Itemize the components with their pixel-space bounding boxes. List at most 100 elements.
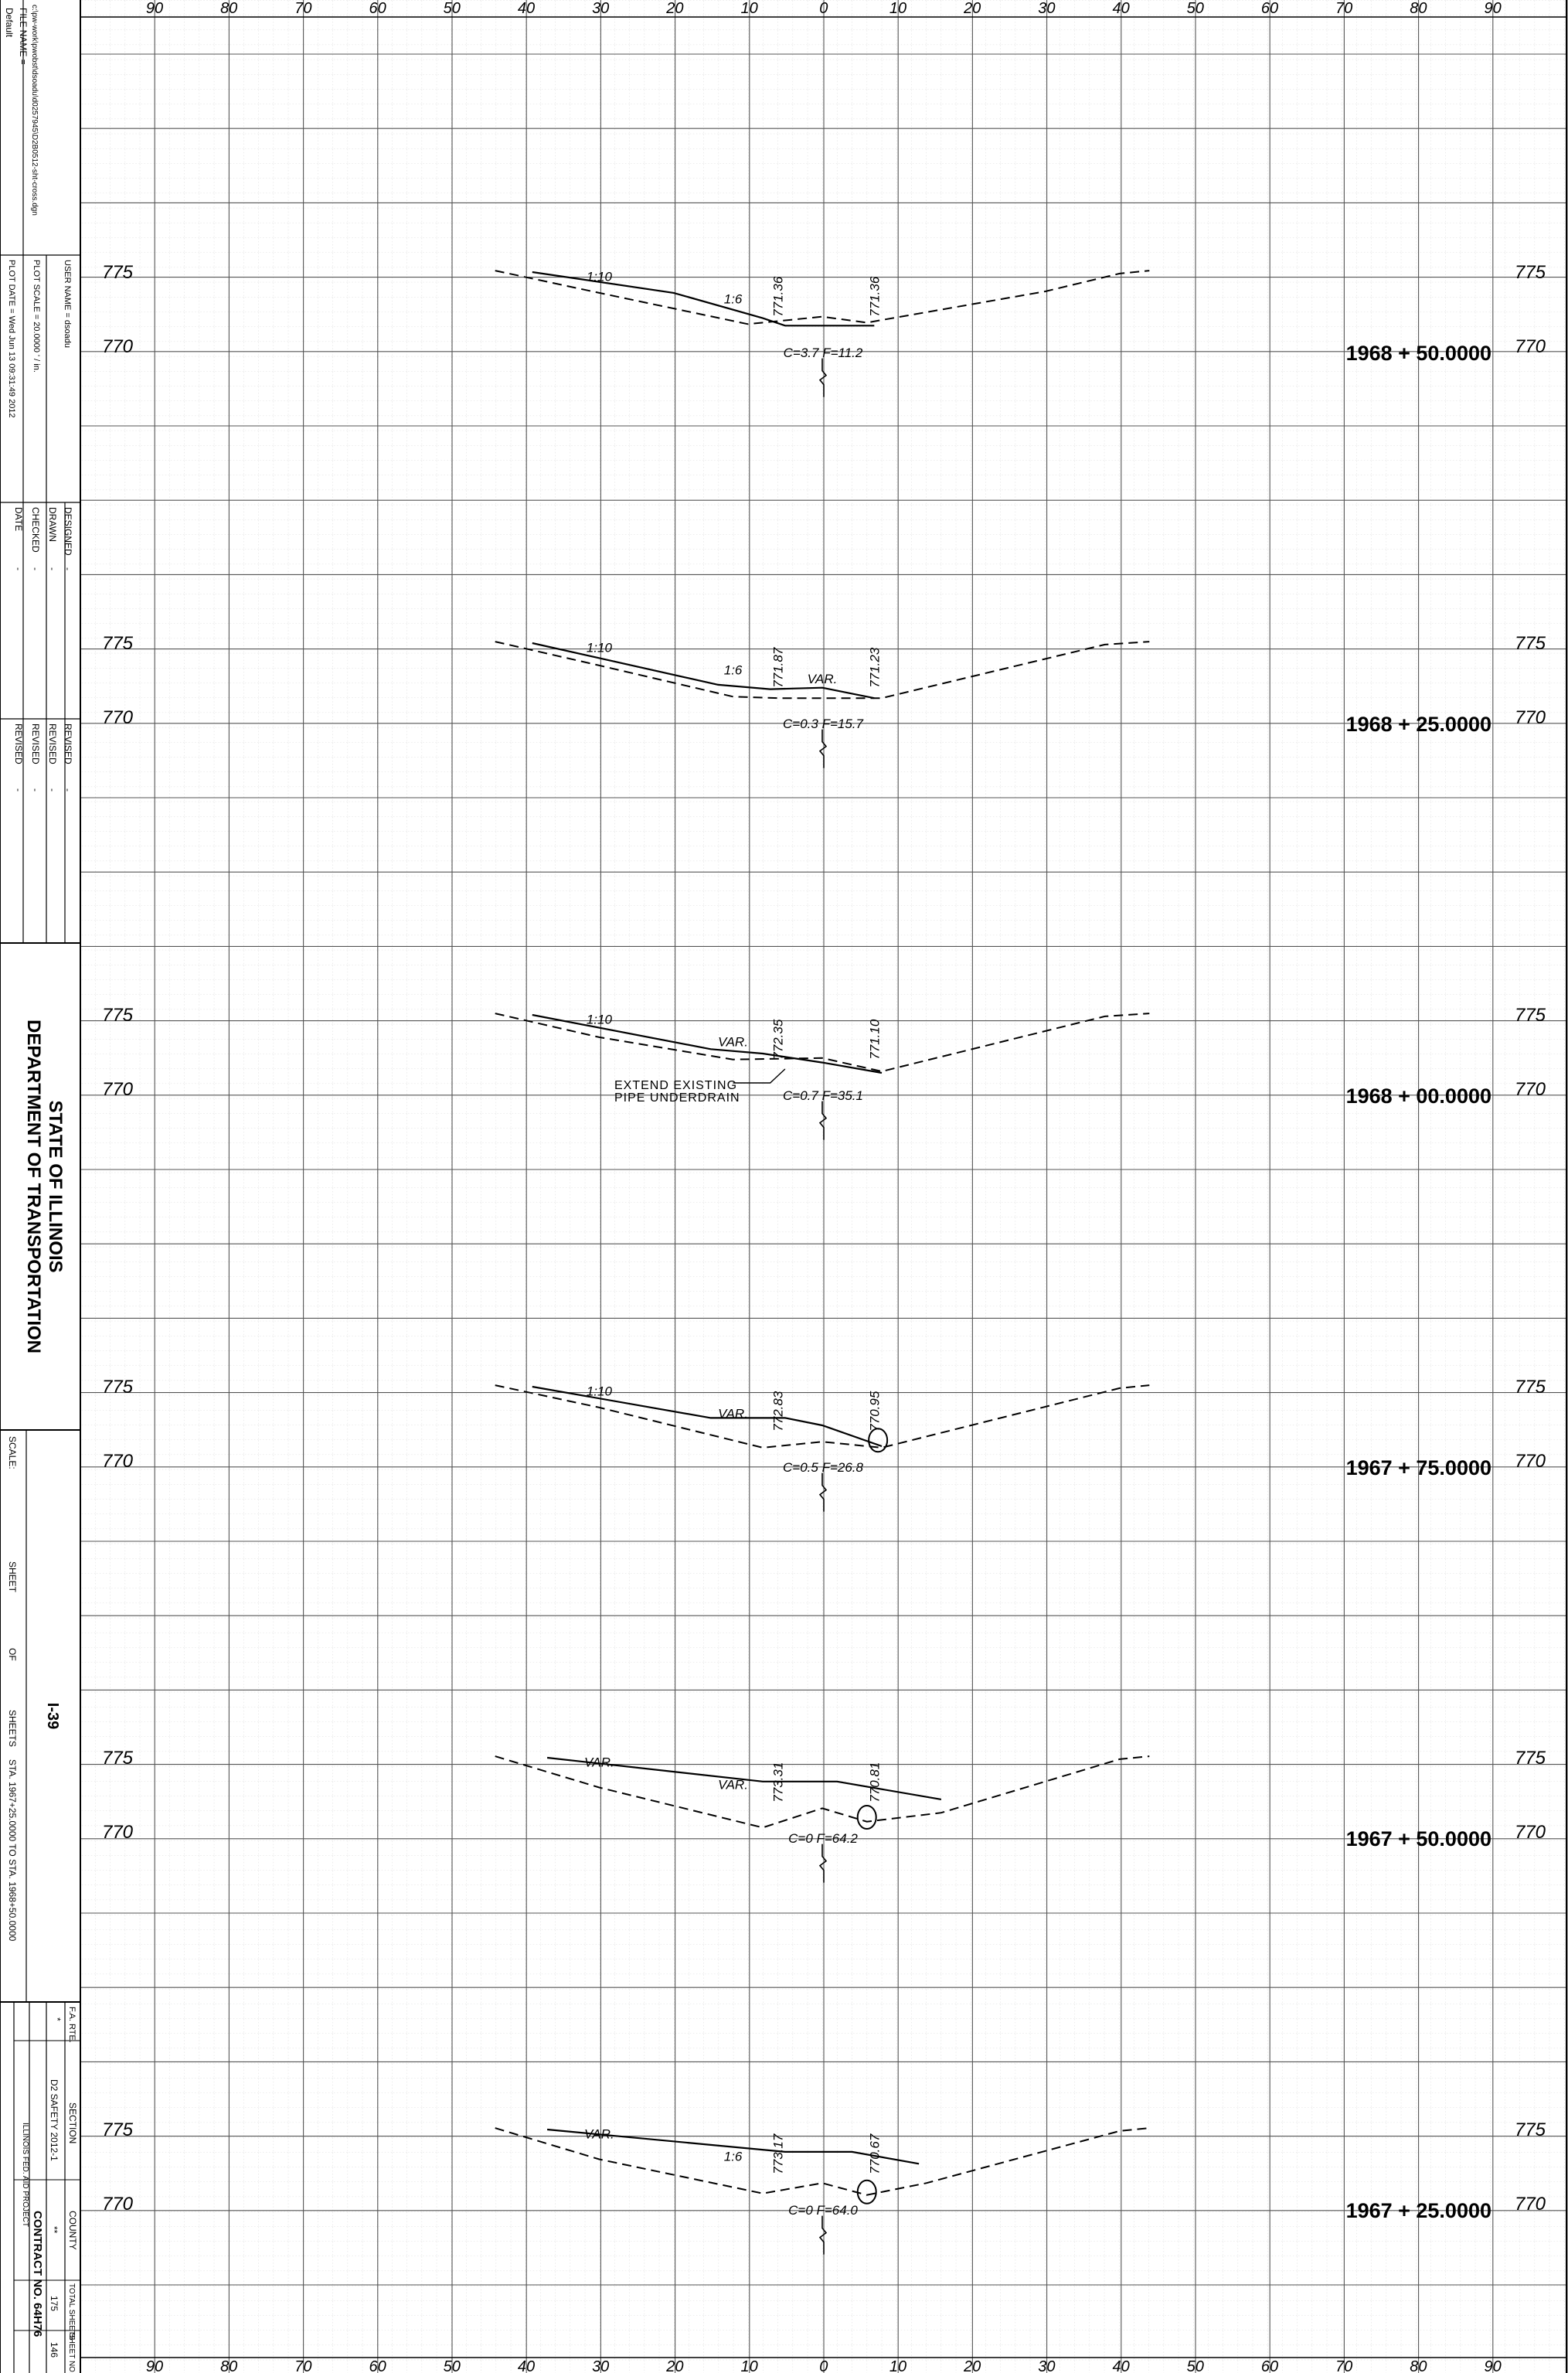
centerline-break-symbol [818, 729, 828, 768]
axis-tick-label: 80 [1410, 2358, 1427, 2373]
cross-section-4: 775 770 775 770 1967 + 75.0000 C=0.5 F=26.8 1:… [102, 1377, 1546, 1512]
axis-tick-label: 10 [889, 2358, 906, 2373]
revised-dash-3: - [30, 788, 41, 792]
axis-tick-label: 20 [963, 2358, 981, 2373]
axis-tick-label: 70 [294, 2358, 311, 2373]
existing-ground-line [495, 1013, 1150, 1073]
existing-ground-line [495, 1384, 1150, 1449]
cut-fill-label: C=0.5 F=26.8 [783, 1460, 864, 1475]
proposed-grade-line [546, 1756, 942, 1800]
project-label: ILLINOIS FED. AID PROJECT [21, 2123, 29, 2227]
axis-tick-label: 90 [1484, 2358, 1501, 2373]
date-dash: - [13, 567, 24, 570]
elevation-label-770-right: 770 [1515, 1822, 1546, 1843]
culvert-pipe [868, 1428, 889, 1453]
axis-tick-label: 60 [369, 2358, 386, 2373]
title-block-text: Default FILE NAME = c:\pw-work\pwobst\ds… [4, 5, 78, 2373]
elevation-value-label: 771.36 [867, 276, 882, 317]
centerline-break-symbol [818, 358, 828, 397]
plot-scale-label: PLOT SCALE = 20.0000 ' / in. [32, 260, 41, 373]
sheets-label: SHEETS [7, 1710, 18, 1747]
cross-sections: 775 770 775 770 1968 + 50.0000 C=3.7 F=11.2 1:… [102, 262, 1546, 2255]
cross-section-5: 775 770 775 770 1967 + 50.0000 C=0 F=64.2 VAR.… [102, 1748, 1546, 1883]
elevation-label-770-right: 770 [1515, 1079, 1546, 1100]
slope-label: 1:10 [587, 641, 613, 655]
existing-ground-line [495, 1755, 1150, 1829]
proposed-grade-line [532, 1013, 883, 1074]
elevation-label-775-left: 775 [102, 1377, 134, 1398]
note-line: EXTEND EXISTING [614, 1079, 737, 1092]
cross-section-3: 775 770 775 770 1968 + 00.0000 C=0.7 F=35.1 1:… [102, 1005, 1546, 1140]
station-label: 1967 + 75.0000 [1346, 1456, 1491, 1479]
existing-ground-line [495, 641, 1150, 700]
elevation-label-770-right: 770 [1515, 1451, 1546, 1472]
centerline-break-symbol [818, 2215, 828, 2255]
axis-tick-label: 30 [592, 0, 609, 17]
fa-rte-label: F.A. RTE. [67, 2007, 77, 2043]
elevation-value-label: 772.35 [770, 1019, 785, 1060]
slope-label: 1:10 [587, 1013, 613, 1027]
axis-tick-label: 80 [220, 0, 237, 17]
centerline-break-symbol [818, 1101, 828, 1140]
slope-label: 1:10 [587, 1384, 613, 1399]
slope-label: 1:6 [724, 2149, 743, 2164]
cut-fill-label: C=0.3 F=15.7 [783, 717, 864, 731]
culvert-pipe [856, 1804, 877, 1830]
elevation-value-label: 772.83 [770, 1391, 785, 1432]
elevation-label-770-left: 770 [102, 707, 134, 728]
axis-tick-label: 0 [819, 2358, 828, 2373]
axis-tick-label: 80 [220, 2358, 237, 2373]
grid-major-vertical [80, 0, 1568, 2373]
county-label: COUNTY [67, 2211, 78, 2250]
centerline-break-symbol [818, 1844, 828, 1883]
cut-fill-label: C=0 F=64.2 [788, 1831, 858, 1846]
elevation-value-label: 771.10 [867, 1019, 882, 1060]
elevation-label-775-left: 775 [102, 1005, 134, 1026]
elevation-label-775-left: 775 [102, 1748, 134, 1769]
slope-label: VAR. [718, 1777, 748, 1792]
drawn-dash: - [47, 567, 58, 570]
axis-tick-label: 80 [1410, 0, 1427, 17]
slope-label: 1:10 [587, 270, 613, 284]
axis-tick-label: 0 [819, 0, 828, 17]
elevation-label-775-left: 775 [102, 633, 134, 654]
revised-dash-4: - [13, 788, 24, 792]
elevation-label-775-right: 775 [1515, 633, 1546, 654]
axis-tick-label: 60 [369, 0, 386, 17]
elevation-label-775-right: 775 [1515, 1748, 1546, 1769]
total-sheets-label: TOTAL SHEETS [67, 2283, 76, 2341]
sheet-label: SHEET [7, 1561, 18, 1593]
axis-tick-label: 40 [1112, 2358, 1129, 2373]
elevation-value-label: 770.81 [867, 1762, 882, 1803]
cut-fill-label: C=3.7 F=11.2 [784, 346, 863, 360]
axis-tick-label: 20 [665, 2358, 683, 2373]
axis-tick-label: 60 [1261, 2358, 1278, 2373]
cross-section-6: 775 770 775 770 1967 + 25.0000 C=0 F=64.0 VAR.… [102, 2119, 1546, 2255]
axis-tick-label: 20 [963, 0, 981, 17]
fa-rte-value: * [52, 2017, 63, 2021]
elevation-label-775-left: 775 [102, 2119, 134, 2140]
elevation-label-775-right: 775 [1515, 1005, 1546, 1026]
scale-label: SCALE: [7, 1436, 18, 1469]
checked-label: CHECKED [30, 507, 41, 553]
agency-line-1: STATE OF ILLINOIS [45, 1100, 66, 1272]
plot-date-label: PLOT DATE = Wed Jun 13 09:31:49 2012 [7, 260, 16, 418]
elevation-label-775-right: 775 [1515, 2119, 1546, 2140]
revised-dash-2: - [47, 788, 58, 792]
section-label: SECTION [67, 2102, 78, 2143]
agency-line-2: DEPARTMENT OF TRANSPORTATION [23, 1020, 44, 1353]
axis-tick-label: 30 [592, 2358, 609, 2373]
file-name-label: FILE NAME = [18, 8, 29, 65]
elevation-value-label: 771.87 [770, 647, 785, 688]
centerline-break-symbol [818, 1472, 828, 1512]
elevation-label-770-right: 770 [1515, 707, 1546, 728]
cross-section-2: 775 770 775 770 1968 + 25.0000 C=0.3 F=15.7 1:… [102, 633, 1546, 768]
axis-tick-label: 40 [518, 2358, 535, 2373]
title-block [0, 0, 80, 2373]
axis-bottom: 90 80 70 60 50 40 30 20 10 0 10 20 30 40 50 60 70 80 90 [146, 2358, 1502, 2373]
sheet-no-label: SHEET NO. [67, 2333, 76, 2373]
cut-fill-label: C=0.7 F=35.1 [783, 1088, 863, 1103]
elevation-label-770-left: 770 [102, 2194, 134, 2215]
station-label: 1967 + 25.0000 [1346, 2199, 1491, 2222]
